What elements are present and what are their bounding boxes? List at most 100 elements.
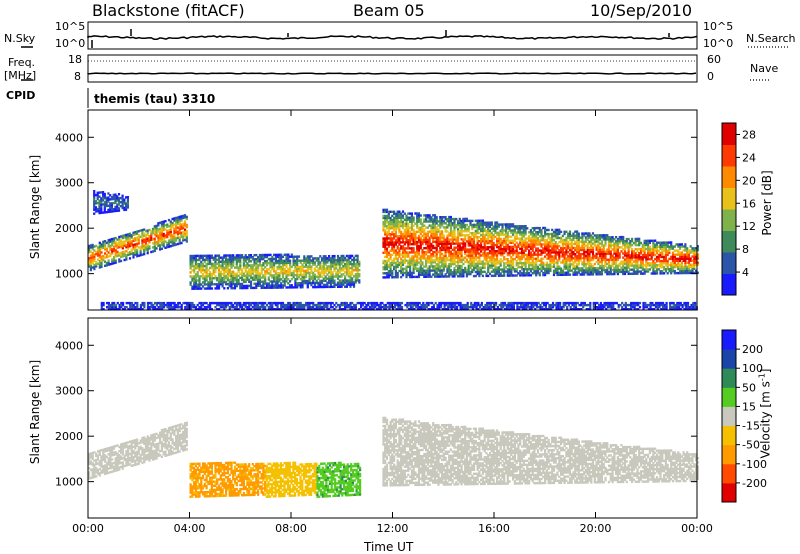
heatmap-cell (572, 250, 575, 254)
heatmap-cell (264, 276, 267, 279)
heatmap-cell (419, 263, 422, 266)
heatmap-cell (444, 242, 447, 245)
heatmap-cell (232, 282, 235, 286)
heatmap-cell (522, 253, 525, 257)
heatmap-cell (607, 240, 611, 243)
heatmap-cell (416, 249, 419, 252)
heatmap-cell (583, 240, 586, 243)
heatmap-cell (659, 259, 662, 263)
heatmap-cell (433, 234, 437, 237)
heatmap-cell (506, 270, 509, 273)
heatmap-cell (121, 206, 124, 210)
heatmap-cell (214, 287, 217, 290)
heatmap-cell (469, 242, 472, 245)
heatmap-cell (472, 256, 476, 259)
heatmap-cell (497, 260, 500, 263)
heatmap-cell (320, 259, 324, 262)
heatmap-cell (474, 236, 477, 239)
heatmap-cell (281, 284, 285, 287)
heatmap-cell (476, 229, 479, 233)
heatmap-cell (116, 203, 119, 206)
heatmap-cell (492, 260, 495, 263)
heatmap-cell (301, 267, 304, 270)
heatmap-cell (460, 264, 463, 268)
heatmap-cell (609, 244, 612, 247)
heatmap-cell (299, 282, 302, 285)
heatmap-cell (226, 278, 229, 282)
heatmap-cell (117, 197, 121, 200)
heatmap-cell (265, 272, 269, 275)
heatmap-cell (551, 249, 554, 252)
heatmap-cell (481, 229, 484, 233)
heatmap-cell (504, 262, 508, 265)
heatmap-cell (289, 265, 292, 269)
heatmap-cell (517, 229, 520, 232)
heatmap-cell (396, 224, 399, 228)
heatmap-cell (499, 245, 502, 249)
heatmap-cell (405, 218, 408, 221)
heatmap-cell (597, 271, 600, 274)
heatmap-cell (287, 255, 290, 258)
heatmap-cell (89, 268, 92, 272)
heatmap-cell (193, 277, 196, 280)
heatmap-cell (631, 272, 634, 275)
heatmap-cell (91, 256, 94, 259)
heatmap-cell (396, 247, 399, 250)
heatmap-cell (260, 255, 263, 259)
heatmap-cell (671, 265, 675, 269)
heatmap-cell (102, 254, 105, 258)
heatmap-cell (189, 256, 192, 260)
heatmap-cell (185, 217, 188, 221)
heatmap-cell (579, 257, 582, 260)
heatmap-cell (448, 254, 451, 258)
heatmap-cell (533, 272, 536, 275)
heatmap-cell (533, 241, 536, 244)
heatmap-cell (622, 272, 625, 276)
heatmap-cell (308, 257, 311, 260)
heatmap-cell (504, 241, 508, 245)
heatmap-cell (100, 201, 103, 204)
heatmap-cell (264, 270, 267, 273)
heatmap-cell (294, 280, 297, 283)
heatmap-cell (645, 270, 648, 273)
heatmap-cell (568, 248, 572, 252)
heatmap-cell (89, 256, 92, 259)
heatmap-cell (517, 237, 520, 240)
heatmap-cell (442, 238, 445, 241)
heatmap-cell (476, 256, 479, 259)
heatmap-cell (446, 242, 449, 245)
heatmap-cell (239, 286, 242, 290)
heatmap-cell (100, 259, 103, 262)
heatmap-cell (396, 218, 399, 222)
heatmap-cell (593, 234, 596, 237)
heatmap-cell (290, 278, 293, 281)
heatmap-cell (632, 268, 635, 271)
heatmap-cell (269, 274, 272, 277)
heatmap-cell (652, 253, 655, 257)
heatmap-cell (189, 265, 192, 268)
heatmap-cell (469, 221, 472, 225)
heatmap-cell (536, 269, 540, 273)
heatmap-cell (110, 208, 113, 211)
heatmap-cell (324, 283, 327, 287)
heatmap-cell (400, 241, 403, 244)
heatmap-cell (648, 249, 651, 253)
heatmap-cell (347, 283, 350, 286)
heatmap-cell (641, 268, 644, 271)
heatmap-cell (209, 266, 212, 270)
heatmap-cell (458, 234, 461, 237)
heatmap-cell (255, 264, 258, 267)
heatmap-cell (205, 277, 208, 280)
heatmap-cell (517, 245, 520, 248)
heatmap-cell (501, 239, 504, 243)
heatmap-cell (344, 277, 347, 280)
heatmap-cell (255, 284, 258, 287)
heatmap-cell (112, 239, 116, 242)
heatmap-cell (504, 258, 508, 261)
heatmap-cell (176, 234, 179, 238)
heatmap-cell (264, 260, 267, 263)
heatmap-cell (531, 227, 534, 230)
heatmap-cell (382, 210, 385, 214)
heatmap-cell (391, 276, 394, 279)
heatmap-cell (549, 265, 552, 268)
